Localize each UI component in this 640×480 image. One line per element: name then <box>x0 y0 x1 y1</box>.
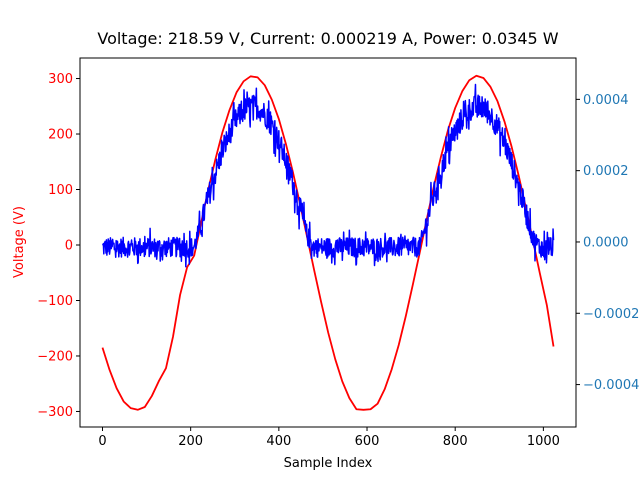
y2-tick-label: −0.0004 <box>583 378 639 393</box>
x-tick-label: 0 <box>98 434 106 449</box>
chart-title: Voltage: 218.59 V, Current: 0.000219 A, … <box>97 29 558 48</box>
y-tick-label: −100 <box>37 294 73 309</box>
x-tick-label: 1000 <box>527 434 560 449</box>
y-axis-left: −300 −200 −100 0 100 200 300 <box>37 72 80 420</box>
y-tick-label: 300 <box>48 72 73 87</box>
y-tick-label: 200 <box>48 128 73 143</box>
y-axis-label: Voltage (V) <box>12 206 27 278</box>
y-tick-label: 100 <box>48 183 73 198</box>
x-tick-label: 200 <box>178 434 203 449</box>
y2-tick-label: 0.0000 <box>583 235 629 250</box>
y2-tick-label: 0.0002 <box>583 164 629 179</box>
x-axis: 0 200 400 600 800 1000 <box>98 427 560 449</box>
x-tick-label: 600 <box>355 434 380 449</box>
y-tick-label: −200 <box>37 349 73 364</box>
y-axis-right: −0.0004 −0.0002 0.0000 0.0002 0.0004 <box>576 93 639 393</box>
plot-area <box>101 74 555 411</box>
y2-tick-label: −0.0002 <box>583 307 639 322</box>
y2-tick-label: 0.0004 <box>583 93 629 108</box>
y-tick-label: −300 <box>37 405 73 420</box>
axes-frame <box>79 57 577 428</box>
x-tick-label: 800 <box>443 434 468 449</box>
current-line <box>101 83 555 268</box>
x-axis-label: Sample Index <box>284 456 373 471</box>
y-tick-label: 0 <box>65 238 73 253</box>
x-tick-label: 400 <box>266 434 291 449</box>
voltage-line <box>101 74 555 411</box>
